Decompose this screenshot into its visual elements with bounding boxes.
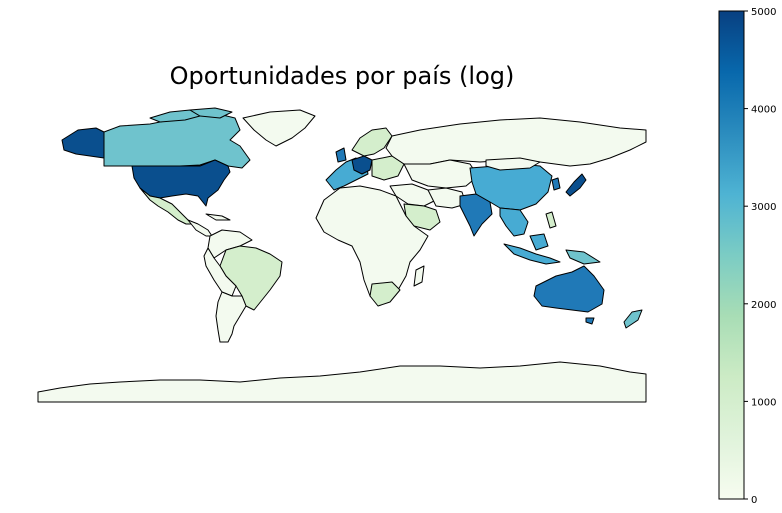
- region-new-zealand: [623, 309, 643, 329]
- region-korea: [551, 177, 561, 191]
- colorbar-tick-label: 4000: [751, 105, 776, 116]
- colorbar-ticks: 0 1000 2000 3000 4000 5000: [744, 7, 776, 506]
- region-argentina-chile: [215, 291, 247, 343]
- region-scandinavia: [351, 127, 393, 157]
- region-madagascar: [413, 265, 425, 287]
- region-southeast-asia: [499, 207, 529, 237]
- region-greenland: [242, 109, 316, 147]
- region-usa: [131, 159, 231, 207]
- colorbar: 0 1000 2000 3000 4000 5000: [718, 7, 776, 506]
- colorbar-tick-label: 0: [751, 495, 757, 506]
- region-new-guinea: [565, 249, 601, 265]
- region-australia: [533, 265, 605, 313]
- map-title: Oportunidades por país (log): [169, 62, 515, 90]
- colorbar-gradient: [718, 10, 745, 500]
- region-philippines: [545, 211, 557, 229]
- region-central-asia: [403, 159, 479, 189]
- region-indonesia: [503, 243, 561, 265]
- region-canada-islands-2: [189, 107, 233, 119]
- region-uk: [335, 147, 347, 163]
- region-antarctica: [37, 361, 647, 403]
- colorbar-tick-label: 2000: [751, 300, 776, 311]
- region-borneo: [529, 233, 549, 251]
- region-central-america: [187, 219, 213, 237]
- region-south-africa: [369, 281, 401, 307]
- region-middle-east: [389, 183, 437, 207]
- colorbar-tick-label: 1000: [751, 397, 776, 408]
- region-africa: [315, 185, 429, 305]
- region-japan: [565, 173, 587, 197]
- colorbar-tick-label: 5000: [751, 7, 776, 18]
- world-choropleth-map: [37, 107, 647, 403]
- colorbar-tick-label: 3000: [751, 202, 776, 213]
- region-tasmania: [585, 317, 595, 325]
- region-alaska: [61, 127, 105, 159]
- region-mongolia: [485, 157, 541, 171]
- region-cuba: [205, 213, 231, 221]
